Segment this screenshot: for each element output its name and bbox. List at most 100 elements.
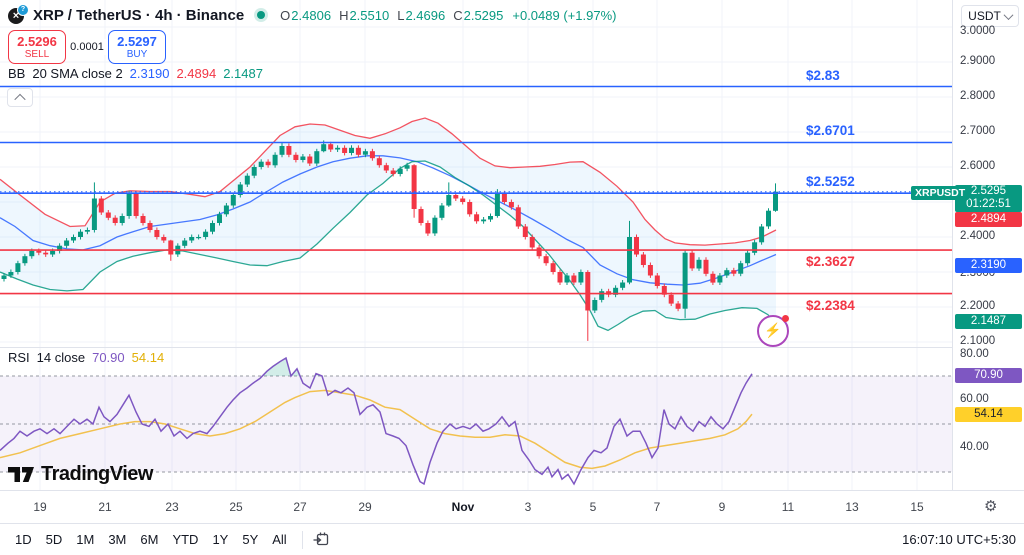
price-axis-tick: 2.2000 <box>960 300 996 312</box>
calendar-icon <box>313 532 328 546</box>
price-axis-tick: 2.9000 <box>960 55 996 67</box>
market-status-dot-icon <box>257 11 266 19</box>
bottom-toolbar: 1D 5D 1M 3M 6M YTD 1Y 5Y All 16:07:10 UTC+5:30 <box>0 523 1024 555</box>
tradingview-logo-icon <box>8 467 34 482</box>
price-axis-tick: 2.7000 <box>960 125 996 137</box>
open-label: O <box>280 7 291 23</box>
price-axis-tick: 60.00 <box>960 393 989 405</box>
change-value: +0.0489 (+1.97%) <box>512 7 617 23</box>
spread-value: 0.0001 <box>66 39 108 55</box>
sell-button[interactable]: 2.5296 SELL <box>8 30 66 64</box>
price-axis-badge: 2.4894 <box>955 212 1022 227</box>
range-button-5y[interactable]: 5Y <box>242 532 259 547</box>
tradingview-logo-text: TradingView <box>41 463 153 485</box>
time-axis-label: 3 <box>524 500 532 514</box>
high-label: H <box>339 7 349 23</box>
low-label: L <box>397 7 405 23</box>
price-axis-tick: 2.6000 <box>960 160 996 172</box>
price-axis-badge: 2.1487 <box>955 314 1022 329</box>
clock-timestamp[interactable]: 16:07:10 UTC+5:30 <box>902 532 1016 547</box>
time-axis-label: 9 <box>718 500 726 514</box>
range-button-1y[interactable]: 1Y <box>212 532 229 547</box>
close-value: 2.5295 <box>463 7 504 23</box>
collapse-pane-button[interactable] <box>7 88 33 107</box>
time-axis-label: 25 <box>229 500 243 514</box>
gear-icon[interactable]: ⚙ <box>984 498 998 515</box>
range-button-5d[interactable]: 5D <box>45 532 63 547</box>
range-button-6m[interactable]: 6M <box>140 532 159 547</box>
open-value: 2.4806 <box>291 7 332 23</box>
time-axis-label: 15 <box>910 500 924 514</box>
range-button-1m[interactable]: 1M <box>76 532 95 547</box>
rsi-params: 14 close <box>36 350 86 365</box>
time-axis-label: 11 <box>781 500 795 514</box>
chevron-up-icon <box>14 93 26 105</box>
sell-price: 2.5296 <box>17 33 57 49</box>
bb-lower-value: 2.1487 <box>223 66 263 81</box>
xrp-logo-icon: × ? <box>8 4 29 24</box>
level-label: $2.5252 <box>806 174 855 190</box>
sell-label: SELL <box>24 48 50 60</box>
price-axis-tick: 80.00 <box>960 348 989 360</box>
rsi-ma-value: 54.14 <box>131 350 165 365</box>
rsi-name: RSI <box>8 350 30 365</box>
bb-name: BB <box>8 66 26 81</box>
notification-dot-icon <box>782 315 789 322</box>
buy-sell-widget: 2.5296 SELL 0.0001 2.5297 BUY <box>8 30 166 64</box>
bb-upper-value: 2.4894 <box>176 66 217 81</box>
candlestick-chart-svg[interactable] <box>0 0 952 490</box>
time-axis-label: 29 <box>358 500 372 514</box>
time-axis-label: 23 <box>165 500 179 514</box>
bb-indicator-status[interactable]: BB 20 SMA close 2 2.3190 2.4894 2.1487 <box>8 66 263 81</box>
currency-toggle-button[interactable]: USDT <box>961 5 1019 27</box>
tradingview-logo[interactable]: TradingView <box>8 463 153 486</box>
level-label: $2.83 <box>806 67 840 83</box>
range-button-ytd[interactable]: YTD <box>172 532 199 547</box>
high-value: 2.5510 <box>349 7 390 23</box>
bb-params: 20 SMA close 2 <box>32 66 123 81</box>
toolbar-divider <box>301 530 303 549</box>
price-axis-tick: 2.8000 <box>960 90 996 102</box>
events-lightning-button[interactable]: ⚡ <box>757 315 789 347</box>
buy-button[interactable]: 2.5297 BUY <box>108 30 166 64</box>
price-axis-tick: 2.1000 <box>960 335 996 347</box>
low-value: 2.4696 <box>405 7 446 23</box>
price-axis-badge: 2.3190 <box>955 258 1022 273</box>
bb-basis-value: 2.3190 <box>129 66 170 81</box>
chevron-down-icon <box>1003 9 1014 20</box>
time-axis-label: 27 <box>293 500 307 514</box>
level-label: $2.2384 <box>806 297 855 313</box>
buy-label: BUY <box>126 48 148 60</box>
symbol-header: × ? XRP / TetherUS · 4h · Binance O2.480… <box>8 4 616 26</box>
currency-label: USDT <box>968 9 1001 23</box>
buy-price: 2.5297 <box>117 33 157 49</box>
time-axis-label: 7 <box>653 500 661 514</box>
time-axis-label: 19 <box>33 500 47 514</box>
close-label: C <box>453 7 463 23</box>
price-axis-tick: 3.0000 <box>960 25 996 37</box>
price-axis-badge: 70.90 <box>955 368 1022 383</box>
rsi-indicator-status[interactable]: RSI 14 close 70.90 54.14 <box>8 350 164 365</box>
price-axis-badge: 54.14 <box>955 407 1022 422</box>
go-to-date-button[interactable] <box>313 531 330 548</box>
time-axis-label: Nov <box>451 500 475 514</box>
range-button-3m[interactable]: 3M <box>108 532 127 547</box>
range-button-all[interactable]: All <box>272 532 287 547</box>
range-buttons: 1D 5D 1M 3M 6M YTD 1Y 5Y All <box>8 528 294 551</box>
level-label: $2.3627 <box>806 254 855 270</box>
level-label: $2.6701 <box>806 123 855 139</box>
time-axis-label: 13 <box>845 500 859 514</box>
symbol-title[interactable]: XRP / TetherUS · 4h · Binance <box>33 6 245 24</box>
time-axis[interactable]: ⚙ 19 21 23 25 27 29 Nov 3 5 7 9 11 13 15 <box>0 490 1024 524</box>
price-axis-tick: 40.00 <box>960 441 989 453</box>
price-axis-tick: 2.4000 <box>960 230 996 242</box>
price-line-symbol-tag: XRPUSDT <box>911 186 970 200</box>
time-axis-label: 21 <box>98 500 112 514</box>
help-bubble-icon: ? <box>17 4 29 16</box>
range-button-1d[interactable]: 1D <box>15 532 32 547</box>
chart-plot-area[interactable]: × ? XRP / TetherUS · 4h · Binance O2.480… <box>0 0 970 490</box>
rsi-value: 70.90 <box>92 350 125 365</box>
price-axis[interactable]: USDT 3.0000 2.9000 2.8000 2.7000 2.6000 2.400… <box>952 0 1024 490</box>
ohlc-values: O2.4806 H2.5510 L2.4696 C2.5295 +0.0489 … <box>280 8 616 23</box>
